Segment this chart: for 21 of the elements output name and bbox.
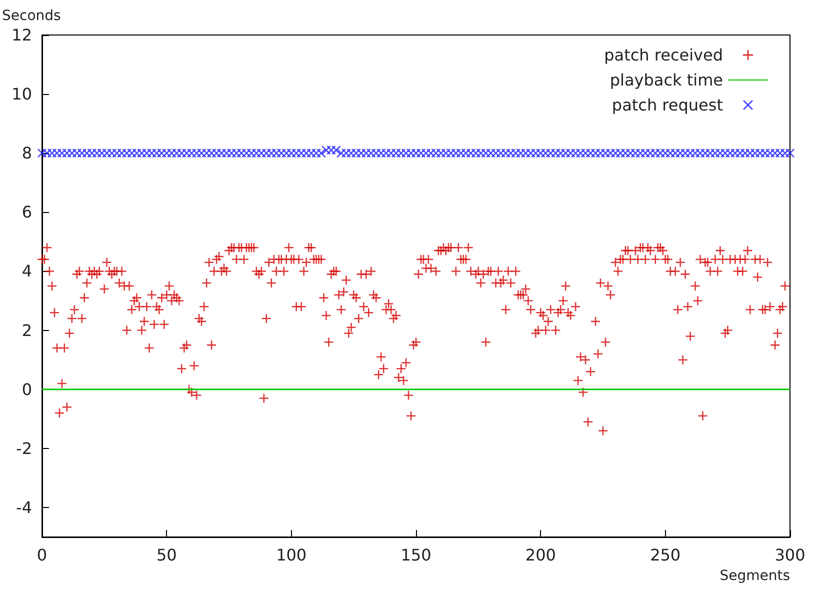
x-axis-title: Segments: [720, 568, 790, 584]
y-tick-label: -4: [16, 498, 32, 517]
legend-label: patch received: [604, 46, 723, 64]
legend-label: patch request: [612, 96, 723, 114]
x-tick-label: 200: [525, 546, 556, 564]
legend-label: playback time: [610, 70, 723, 90]
y-tick-label: 0: [22, 380, 32, 399]
y-tick-label: 10: [12, 84, 32, 104]
y-tick-label: 8: [22, 144, 32, 163]
y-tick-label: 4: [22, 262, 32, 281]
y-tick-label: 2: [22, 320, 32, 340]
x-tick-label: 300: [774, 546, 806, 564]
x-tick-label: 150: [400, 546, 432, 564]
x-tick-label: 100: [276, 546, 307, 564]
y-axis-title: Seconds: [2, 8, 61, 24]
x-tick-label: 250: [650, 546, 681, 564]
y-tick-label: 6: [22, 202, 32, 222]
y-tick-label: 12: [12, 26, 32, 44]
x-tick-label: 0: [36, 546, 48, 564]
x-tick-label: 50: [156, 546, 177, 564]
y-tick-label: -2: [16, 438, 32, 458]
